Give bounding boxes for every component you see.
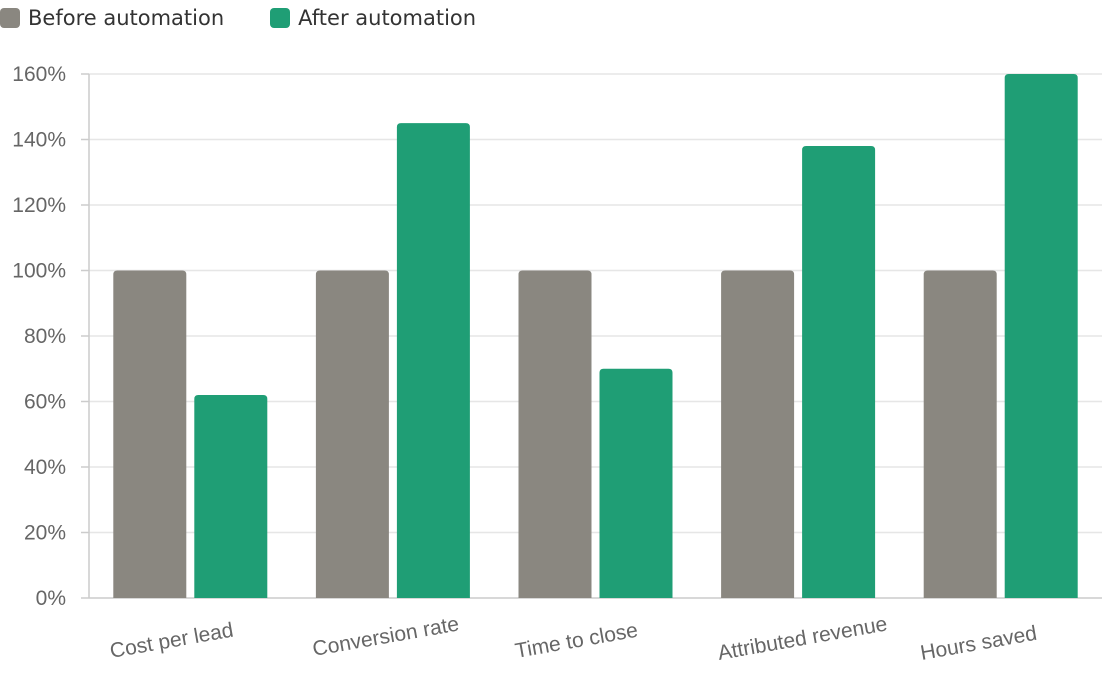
bar-after[interactable] [1004,74,1078,598]
y-tick-label: 100% [12,260,66,283]
legend-item-before[interactable]: Before automation [0,6,224,30]
bar-after[interactable] [599,368,673,598]
legend-label-before: Before automation [28,6,225,30]
x-tick-label: Hours saved [919,622,1039,665]
bar-before[interactable] [923,270,997,599]
y-tick-label: 120% [12,194,66,217]
legend-item-after[interactable]: After automation [270,6,476,30]
x-tick-label: Attributed revenue [716,612,889,664]
legend-label-after: After automation [298,6,477,30]
y-tick-label: 140% [12,129,66,152]
bar-before[interactable] [721,270,795,599]
y-axis-ticks: 0% 20% 40% 60% 80% 100% 120% 140% 160% [12,63,66,610]
y-tick-label: 160% [12,63,66,86]
y-tick-label: 0% [36,587,66,610]
bar-after[interactable] [802,146,876,599]
bar-after[interactable] [396,123,470,598]
bar-before[interactable] [518,270,592,599]
x-tick-label: Conversion rate [311,613,461,661]
chart-legend: Before automation After automation [0,4,522,32]
x-tick-label: Cost per lead [108,619,235,663]
y-tick-label: 60% [24,391,66,414]
bars [113,74,1078,599]
bar-before[interactable] [113,270,187,599]
y-tick-label: 80% [24,325,66,348]
y-tick-label: 40% [24,456,66,479]
y-tick-label: 20% [24,522,66,545]
bar-after[interactable] [194,394,268,598]
x-axis-labels: Cost per lead Conversion rate Time to clos… [108,612,1038,664]
legend-swatch-after [270,8,291,28]
legend-swatch-before [0,8,20,28]
x-tick-label: Time to close [513,619,639,663]
bar-before[interactable] [315,270,389,599]
